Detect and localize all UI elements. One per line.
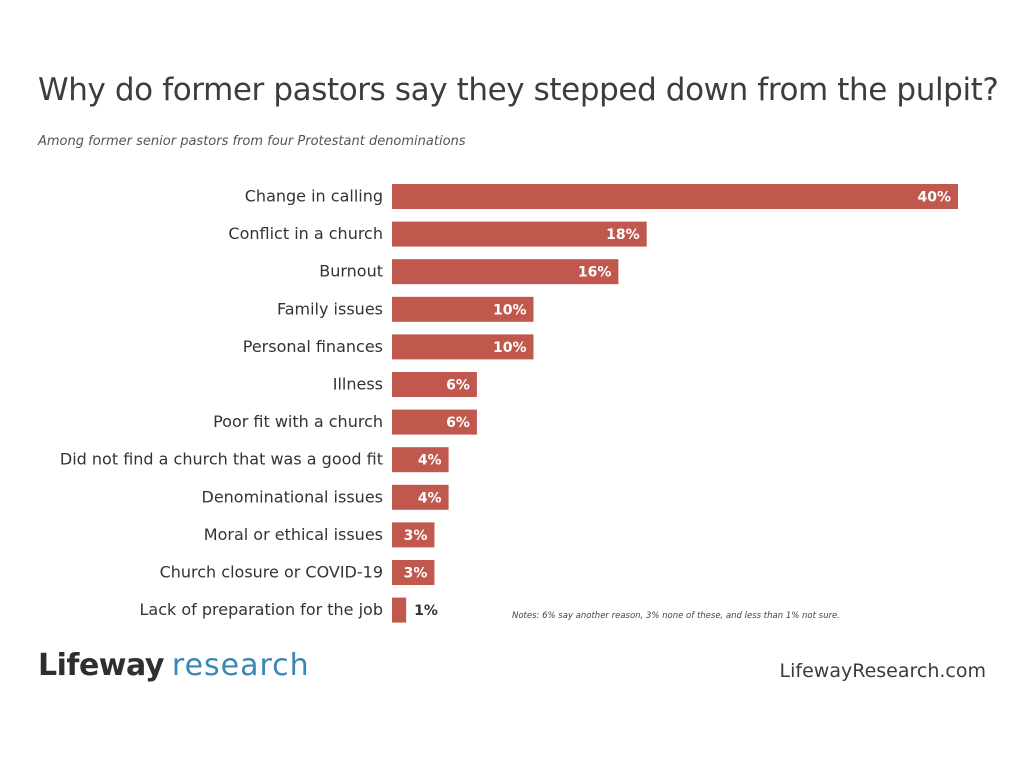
category-label-church-closure-or-covid-19: Church closure or COVID-19: [160, 563, 383, 582]
category-label-did-not-find-a-church-that-was-a-good-fit: Did not find a church that was a good fi…: [60, 450, 383, 469]
value-label-conflict-in-a-church: 18%: [606, 227, 640, 243]
bar-personal-finances: [392, 334, 534, 360]
chart-title: Why do former pastors say they stepped d…: [38, 72, 999, 108]
category-label-moral-or-ethical-issues: Moral or ethical issues: [204, 525, 383, 544]
bar-illness: [392, 372, 477, 397]
value-label-personal-finances: 10%: [493, 340, 527, 356]
category-label-lack-of-preparation-for-the-job: Lack of preparation for the job: [140, 600, 384, 619]
logo-sub-text: research: [171, 648, 310, 683]
value-label-church-closure-or-covid-19: 3%: [404, 566, 428, 582]
lifeway-research-logo: Lifeway research: [38, 648, 310, 683]
value-label-burnout: 16%: [578, 265, 612, 281]
category-label-family-issues: Family issues: [277, 299, 383, 318]
bar-family-issues: [392, 296, 534, 322]
category-label-denominational-issues: Denominational issues: [202, 487, 384, 506]
category-label-poor-fit-with-a-church: Poor fit with a church: [213, 412, 383, 431]
bar-moral-or-ethical-issues: [392, 522, 435, 548]
bar-church-closure-or-covid-19: [392, 560, 435, 585]
bar-poor-fit-with-a-church: [392, 409, 477, 435]
value-label-denominational-issues: 4%: [418, 490, 442, 506]
bar-change-in-calling: [392, 184, 958, 209]
value-label-did-not-find-a-church-that-was-a-good-fit: 4%: [418, 453, 442, 469]
category-label-change-in-calling: Change in calling: [245, 187, 383, 206]
bar-did-not-find-a-church-that-was-a-good-fit: [392, 447, 449, 473]
value-label-poor-fit-with-a-church: 6%: [446, 415, 470, 431]
category-label-illness: Illness: [333, 375, 383, 394]
bar-lack-of-preparation-for-the-job: [392, 597, 407, 623]
value-label-illness: 6%: [446, 378, 470, 394]
category-label-burnout: Burnout: [319, 262, 383, 281]
value-label-change-in-calling: 40%: [917, 190, 951, 206]
footnote: Notes: 6% say another reason, 3% none of…: [512, 611, 840, 621]
value-label-lack-of-preparation-for-the-job: 1%: [414, 603, 438, 619]
logo-brand-text: Lifeway: [38, 648, 164, 683]
category-label-personal-finances: Personal finances: [243, 337, 383, 356]
value-label-moral-or-ethical-issues: 3%: [404, 528, 428, 544]
value-label-family-issues: 10%: [493, 302, 527, 318]
bar-conflict-in-a-church: [392, 221, 647, 247]
category-label-conflict-in-a-church: Conflict in a church: [228, 224, 383, 243]
bar-denominational-issues: [392, 484, 449, 510]
chart-subtitle: Among former senior pastors from four Pr…: [38, 134, 466, 149]
bar-burnout: [392, 259, 619, 285]
website-url: LifewayResearch.com: [779, 660, 986, 682]
